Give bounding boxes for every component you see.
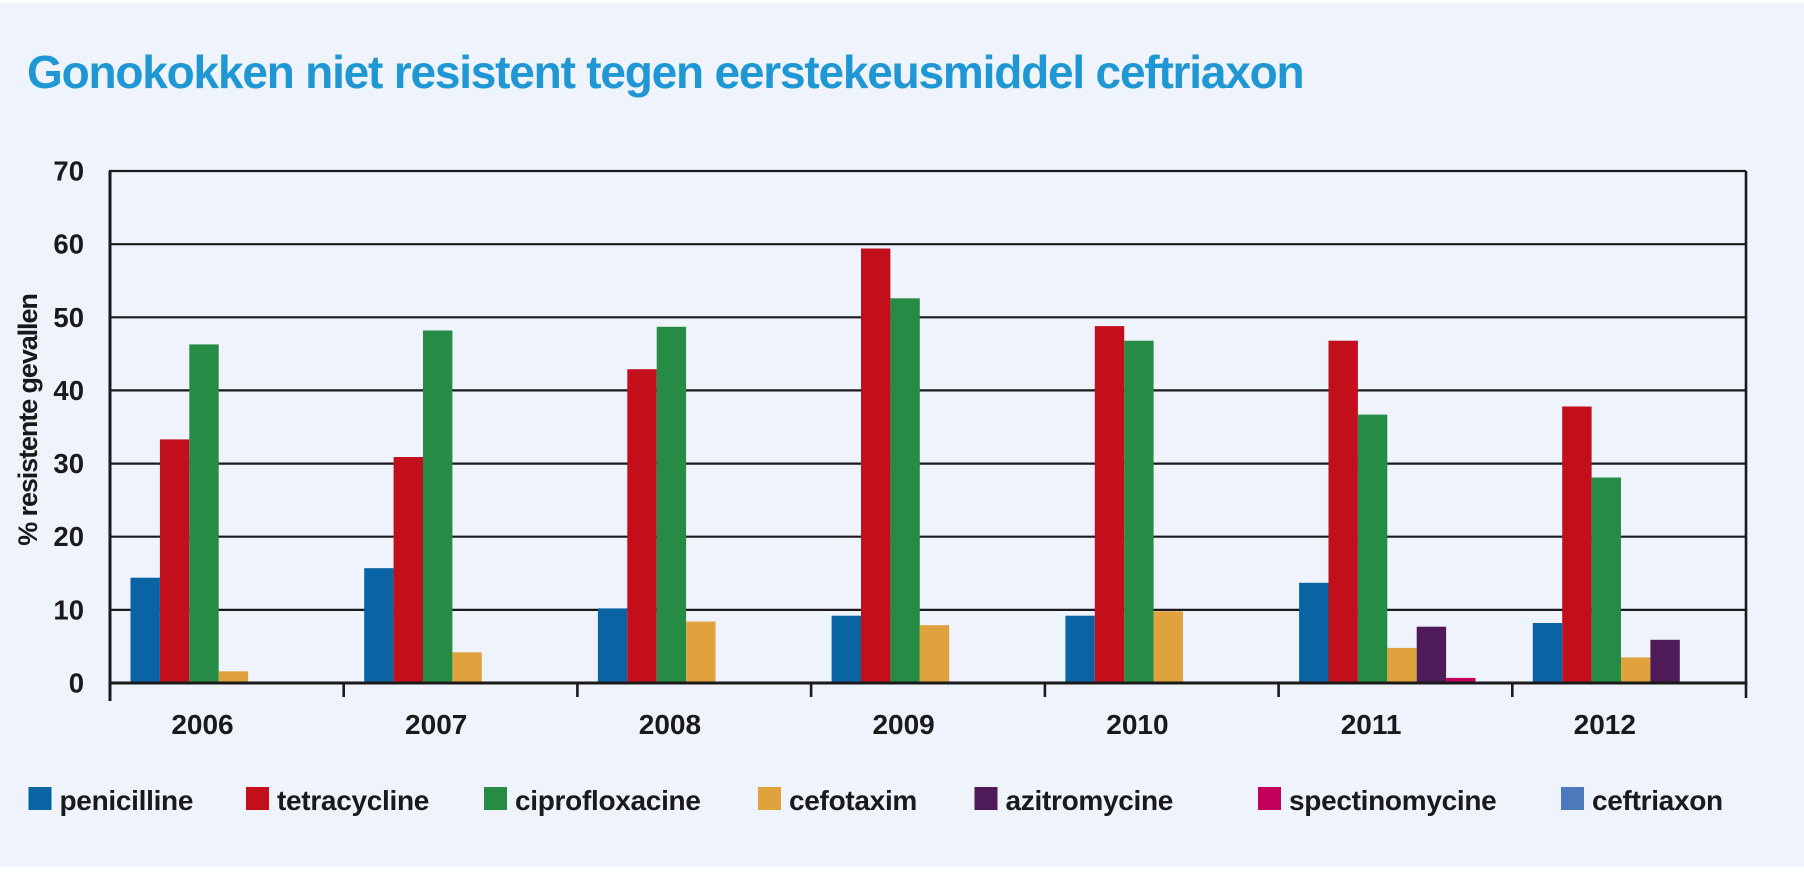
svg-text:2008: 2008 [639,709,701,740]
svg-text:2006: 2006 [171,709,233,740]
svg-text:penicilline: penicilline [60,785,194,816]
svg-text:0: 0 [69,668,84,699]
svg-text:2009: 2009 [872,709,934,740]
svg-text:ciprofloxacine: ciprofloxacine [515,785,701,816]
svg-text:2012: 2012 [1574,709,1636,740]
svg-text:spectinomycine: spectinomycine [1289,785,1496,816]
svg-text:% resistente gevallen: % resistente gevallen [13,294,43,546]
svg-text:20: 20 [53,521,84,552]
svg-text:2011: 2011 [1341,709,1402,740]
svg-text:azitromycine: azitromycine [1006,785,1174,816]
svg-text:Gonokokken niet resistent tege: Gonokokken niet resistent tegen eersteke… [27,46,1303,98]
svg-text:2007: 2007 [405,709,467,740]
svg-text:10: 10 [53,594,84,625]
svg-text:cefotaxim: cefotaxim [789,785,917,816]
svg-text:ceftriaxon: ceftriaxon [1592,785,1723,816]
svg-text:30: 30 [53,448,84,479]
svg-text:70: 70 [53,156,84,187]
svg-text:2010: 2010 [1106,709,1168,740]
svg-text:60: 60 [53,229,84,260]
svg-text:50: 50 [53,302,84,333]
svg-text:40: 40 [53,375,84,406]
svg-text:tetracycline: tetracycline [277,785,429,816]
